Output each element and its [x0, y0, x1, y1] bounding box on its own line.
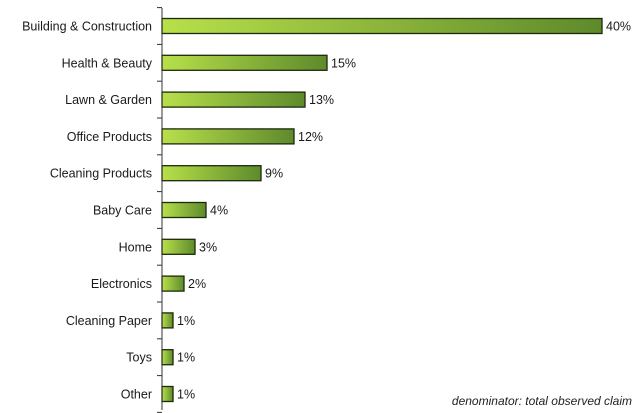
y-axis [157, 7, 163, 413]
value-label-other: 1% [177, 388, 195, 402]
denominator-note: denominator: total observed claim [452, 394, 632, 408]
bar-cleaning-products [161, 165, 262, 182]
bar-home [161, 238, 196, 255]
bar-toys [161, 349, 174, 366]
category-label-office-products: Office Products [67, 130, 152, 144]
bar-cleaning-paper [161, 312, 174, 329]
category-label-health-and-beauty: Health & Beauty [62, 56, 153, 70]
bar-building-and-construction [161, 17, 603, 35]
value-label-baby-care: 4% [210, 204, 228, 218]
value-label-office-products: 12% [298, 130, 323, 144]
value-label-toys: 1% [177, 351, 195, 365]
category-label-electronics: Electronics [91, 277, 152, 291]
category-label-cleaning-paper: Cleaning Paper [66, 314, 152, 328]
value-label-health-and-beauty: 15% [331, 56, 356, 70]
bar-lawn-and-garden [161, 91, 306, 108]
category-label-home: Home [119, 240, 152, 254]
category-label-lawn-and-garden: Lawn & Garden [65, 93, 152, 107]
bar-health-and-beauty [161, 54, 328, 71]
bar-electronics [161, 275, 185, 292]
bar-baby-care [161, 201, 207, 219]
value-label-home: 3% [199, 240, 217, 254]
value-label-electronics: 2% [188, 277, 206, 291]
category-label-toys: Toys [126, 351, 152, 365]
value-label-building-and-construction: 40% [606, 20, 631, 34]
value-label-lawn-and-garden: 13% [309, 93, 334, 107]
bar-other [161, 385, 174, 403]
value-label-cleaning-paper: 1% [177, 314, 195, 328]
category-label-baby-care: Baby Care [93, 204, 152, 218]
category-label-other: Other [121, 388, 152, 402]
value-label-cleaning-products: 9% [265, 167, 283, 181]
category-label-building-and-construction: Building & Construction [22, 20, 152, 34]
value-labels: 40% 15% 13% 12% 9% 4% 3% 2% 1% 1% 1% [177, 20, 631, 402]
category-labels: Building & Construction Health & Beauty La… [22, 20, 153, 402]
bar-office-products [161, 128, 295, 145]
category-label-cleaning-products: Cleaning Products [50, 167, 152, 181]
